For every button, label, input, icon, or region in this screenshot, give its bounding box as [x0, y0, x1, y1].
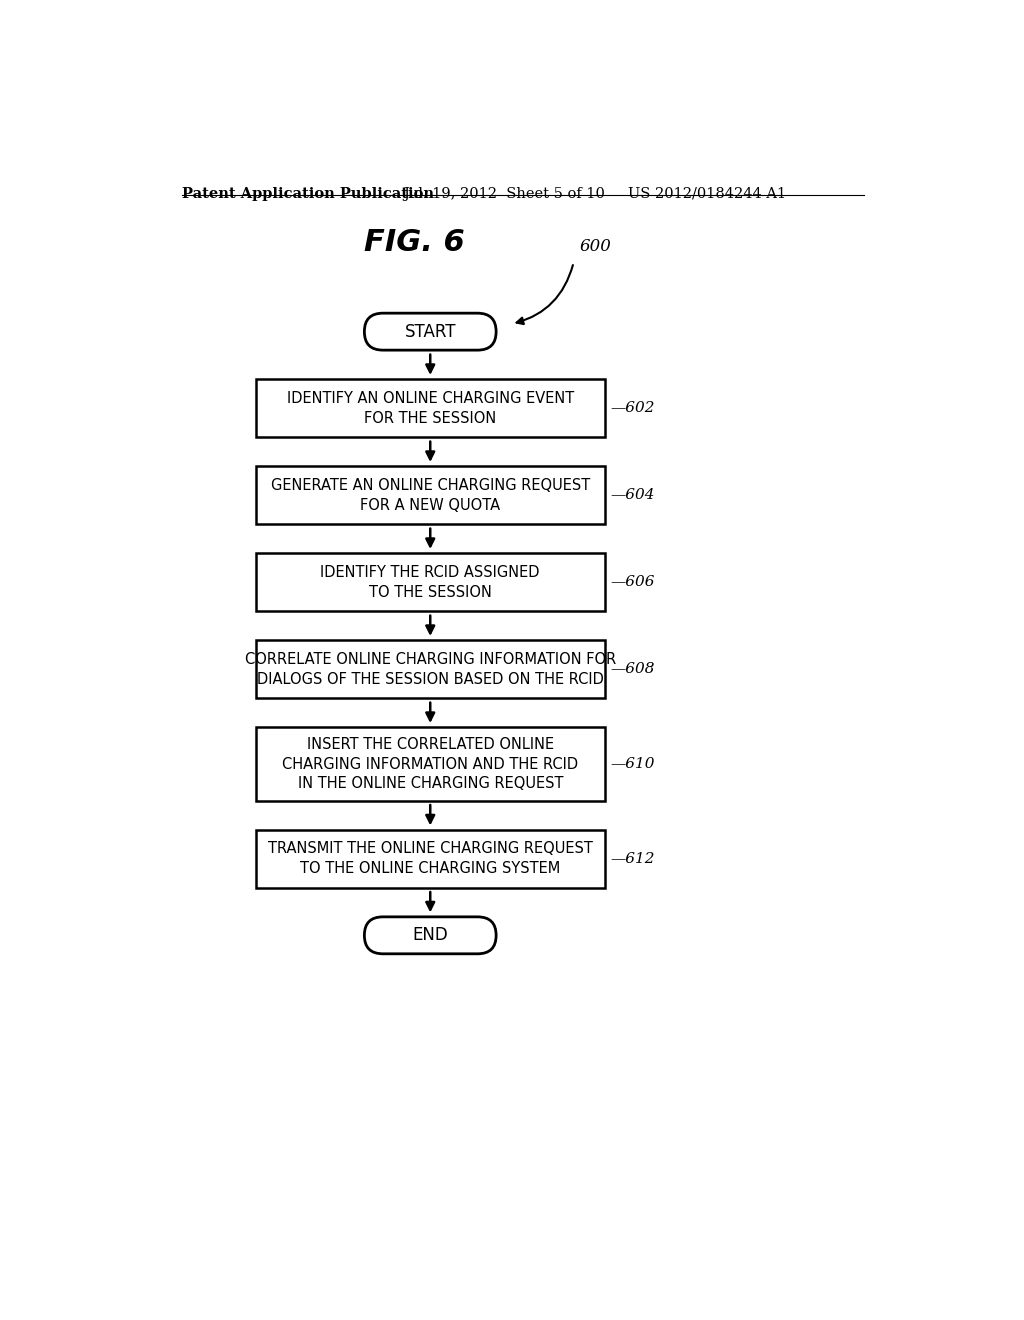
Text: —610: —610: [611, 756, 655, 771]
Text: —608: —608: [611, 663, 655, 676]
Text: CORRELATE ONLINE CHARGING INFORMATION FOR
DIALOGS OF THE SESSION BASED ON THE RC: CORRELATE ONLINE CHARGING INFORMATION FO…: [245, 652, 615, 686]
Text: —604: —604: [611, 488, 655, 503]
Text: Jul. 19, 2012  Sheet 5 of 10: Jul. 19, 2012 Sheet 5 of 10: [403, 187, 605, 201]
FancyBboxPatch shape: [256, 727, 604, 800]
Text: —602: —602: [611, 401, 655, 416]
Text: START: START: [404, 322, 456, 341]
Text: —612: —612: [611, 851, 655, 866]
Text: IDENTIFY THE RCID ASSIGNED
TO THE SESSION: IDENTIFY THE RCID ASSIGNED TO THE SESSIO…: [321, 565, 540, 599]
Text: TRANSMIT THE ONLINE CHARGING REQUEST
TO THE ONLINE CHARGING SYSTEM: TRANSMIT THE ONLINE CHARGING REQUEST TO …: [268, 841, 593, 876]
Text: INSERT THE CORRELATED ONLINE
CHARGING INFORMATION AND THE RCID
IN THE ONLINE CHA: INSERT THE CORRELATED ONLINE CHARGING IN…: [283, 737, 579, 791]
FancyBboxPatch shape: [256, 830, 604, 887]
Text: US 2012/0184244 A1: US 2012/0184244 A1: [628, 187, 786, 201]
FancyBboxPatch shape: [256, 640, 604, 698]
FancyBboxPatch shape: [256, 466, 604, 524]
Text: FIG. 6: FIG. 6: [365, 227, 465, 256]
Text: Patent Application Publication: Patent Application Publication: [182, 187, 434, 201]
Text: IDENTIFY AN ONLINE CHARGING EVENT
FOR THE SESSION: IDENTIFY AN ONLINE CHARGING EVENT FOR TH…: [287, 391, 573, 425]
FancyBboxPatch shape: [256, 379, 604, 437]
FancyBboxPatch shape: [365, 313, 496, 350]
Text: 600: 600: [580, 238, 611, 255]
Text: END: END: [413, 927, 449, 944]
FancyBboxPatch shape: [256, 553, 604, 611]
Text: GENERATE AN ONLINE CHARGING REQUEST
FOR A NEW QUOTA: GENERATE AN ONLINE CHARGING REQUEST FOR …: [270, 478, 590, 512]
Text: —606: —606: [611, 576, 655, 589]
FancyBboxPatch shape: [365, 917, 496, 954]
